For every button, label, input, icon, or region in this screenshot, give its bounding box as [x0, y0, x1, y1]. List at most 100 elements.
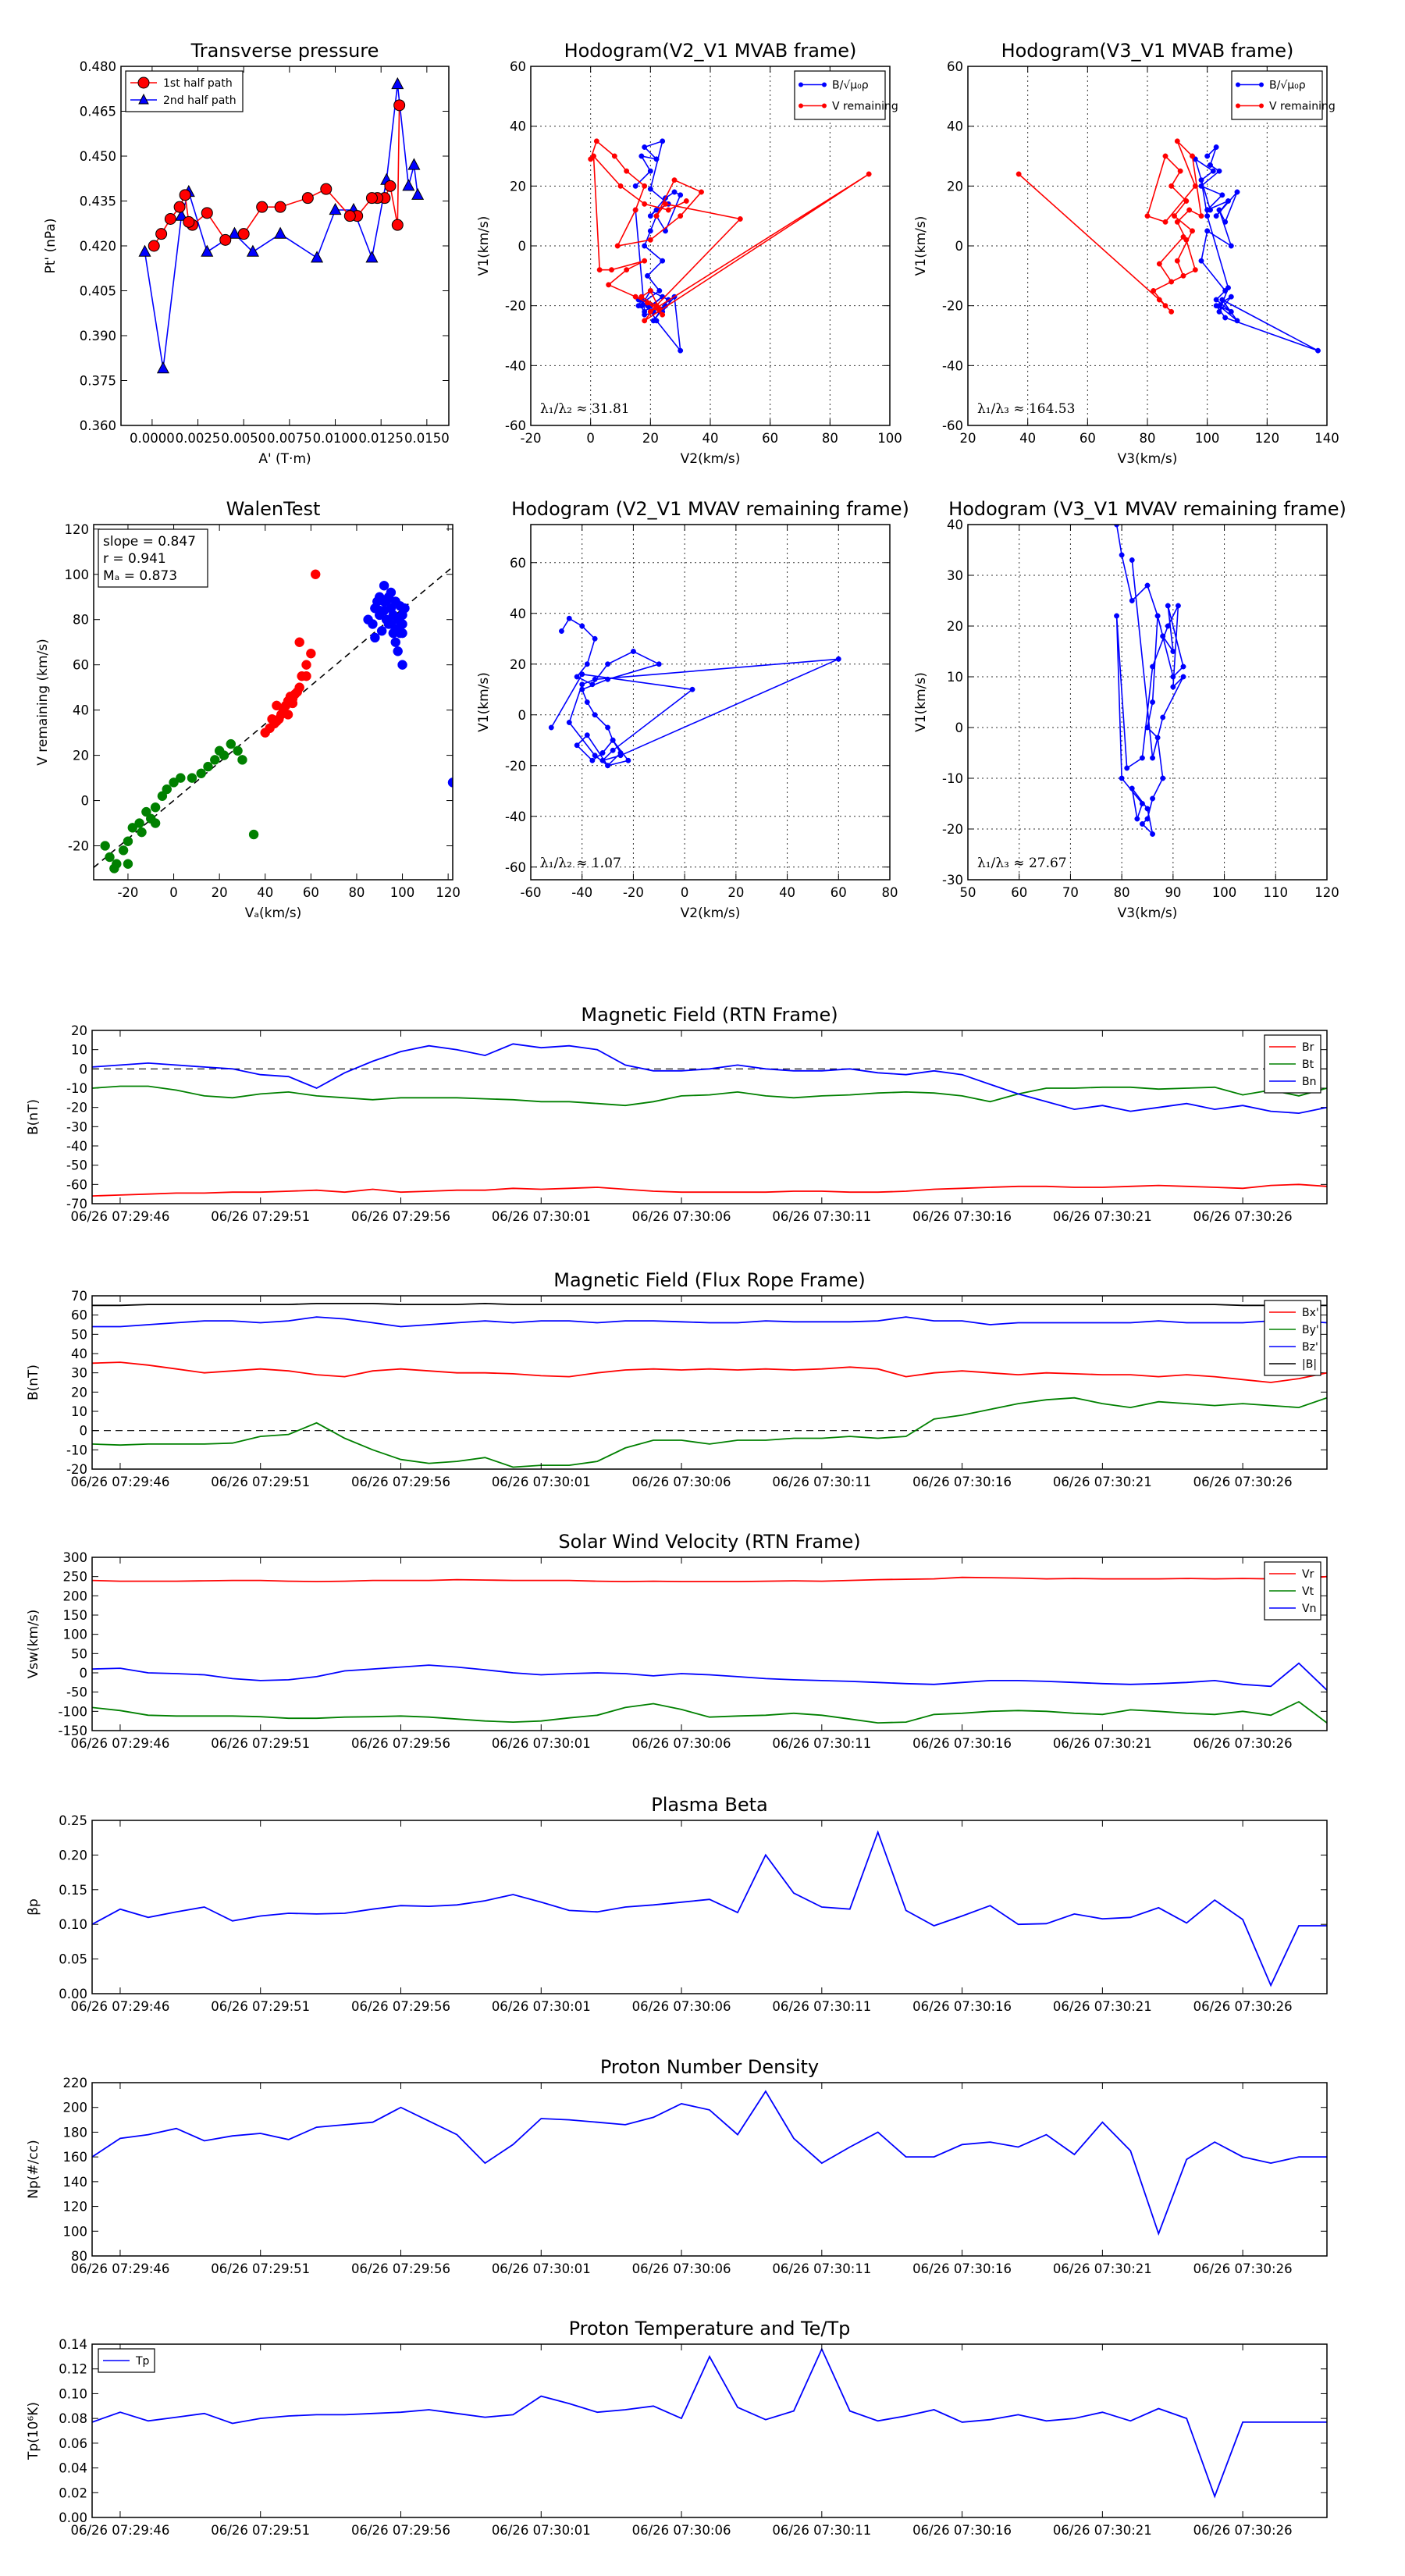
data-point: [233, 745, 243, 756]
data-point: [1225, 285, 1231, 291]
legend-label: B/√μ₀ρ: [832, 80, 869, 92]
legend: Vr Vt Vn: [1264, 1561, 1321, 1621]
data-point: [1225, 198, 1231, 204]
data-point: [1190, 228, 1195, 234]
y-tick-label: 0: [955, 239, 964, 254]
y-tick-label: 0.15: [59, 1883, 87, 1898]
data-point: [614, 243, 621, 249]
y-tick-label: -40: [66, 1139, 87, 1154]
x-axis-label: V2(km/s): [681, 906, 741, 921]
data-point: [642, 201, 648, 207]
x-tick-label: 0: [681, 885, 689, 900]
axes-frame: [91, 1820, 1328, 1994]
y-tick-label: -10: [942, 771, 963, 786]
y-axis-label: B(nT): [26, 1364, 41, 1400]
data-point: [1129, 557, 1135, 563]
y-tick-label: 60: [73, 658, 89, 673]
data-point: [1160, 775, 1166, 781]
data-point: [237, 228, 250, 240]
data-point: [579, 671, 585, 678]
data-point: [1219, 297, 1225, 303]
data-point: [1175, 603, 1181, 609]
data-point: [301, 660, 311, 670]
legend-box: [1231, 70, 1323, 120]
data-point: [1213, 144, 1219, 150]
x-tick-label: -40: [571, 885, 592, 900]
y-tick-label: 0: [80, 1666, 88, 1681]
data-point: [1162, 303, 1168, 309]
time-tick-label: 06/26 07:29:51: [211, 1999, 310, 2014]
data-point: [156, 361, 169, 374]
legend: Tp: [98, 2348, 155, 2373]
data-point: [1174, 219, 1180, 225]
x-tick-label: 100: [1195, 431, 1220, 446]
data-point: [574, 674, 580, 680]
data-point: [183, 215, 195, 228]
data-point: [1186, 207, 1193, 213]
y-tick-label: 0.25: [59, 1813, 87, 1828]
data-point: [624, 168, 630, 174]
time-tick-label: 06/26 07:30:21: [1053, 2261, 1152, 2276]
data-point: [274, 226, 287, 239]
y-tick-label: 0.06: [59, 2436, 87, 2451]
data-point: [365, 192, 378, 205]
y-tick-label: 0: [518, 239, 527, 254]
data-point: [1210, 168, 1216, 174]
data-point: [1150, 795, 1156, 802]
chart-title: Hodogram(V3_V1 MVAB frame): [1001, 40, 1294, 62]
x-tick-label: 0: [169, 885, 178, 900]
axes-frame: [91, 2082, 1328, 2257]
time-tick-label: 06/26 07:30:16: [912, 2523, 1012, 2538]
chart-title: Plasma Beta: [651, 1794, 767, 1816]
x-tick-label: 110: [1264, 885, 1289, 900]
data-point: [592, 712, 598, 718]
axes-frame: [91, 1030, 1328, 1204]
data-point: [866, 171, 872, 177]
data-point: [1170, 649, 1176, 654]
y-tick-label: 20: [947, 619, 963, 634]
plot-area: [548, 615, 841, 769]
data-point: [1208, 207, 1213, 213]
legend: Br Bt Bn: [1264, 1034, 1321, 1094]
y-tick-label: -40: [505, 358, 526, 373]
data-point: [100, 841, 110, 851]
axes-frame: [91, 1295, 1328, 1470]
data-point: [393, 646, 403, 656]
data-point: [1150, 699, 1156, 705]
data-point: [579, 686, 585, 692]
y-tick-label: -60: [505, 860, 526, 875]
data-point: [272, 700, 282, 711]
time-tick-label: 06/26 07:30:06: [632, 1736, 731, 1751]
data-point: [671, 189, 678, 195]
data-point: [647, 168, 653, 174]
data-point: [1174, 258, 1180, 264]
data-point: [617, 753, 624, 759]
chart-hodo4: Hodogram (V3_V1 MVAV remaining frame) 50 6…: [913, 498, 1346, 921]
data-point: [1222, 315, 1229, 321]
time-tick-label: 06/26 07:30:06: [632, 1999, 731, 2014]
data-point: [1150, 664, 1156, 670]
data-point: [1165, 623, 1171, 629]
data-point: [589, 757, 596, 763]
data-point: [625, 757, 631, 763]
y-axis-label: V1(km/s): [913, 672, 929, 732]
legend-marker: [799, 103, 803, 109]
y-tick-label: -60: [942, 418, 963, 433]
time-tick-label: 06/26 07:30:16: [912, 1475, 1012, 1489]
y-tick-label: 20: [71, 1385, 87, 1400]
data-point: [660, 138, 666, 144]
x-tick-label: 60: [831, 885, 847, 900]
data-point: [1213, 303, 1219, 309]
data-point: [1180, 664, 1186, 670]
data-point: [660, 258, 666, 264]
data-point: [228, 226, 241, 239]
chart-hodo1: Hodogram(V2_V1 MVAB frame) -20 0 20 40 60 80 10…: [476, 40, 902, 467]
legend-label: Vt: [1302, 1585, 1314, 1598]
data-point: [306, 648, 316, 659]
data-point: [638, 153, 645, 159]
data-point: [1174, 138, 1180, 144]
data-point: [311, 251, 324, 263]
data-point: [301, 192, 314, 205]
y-tick-label: 180: [63, 2125, 88, 2140]
